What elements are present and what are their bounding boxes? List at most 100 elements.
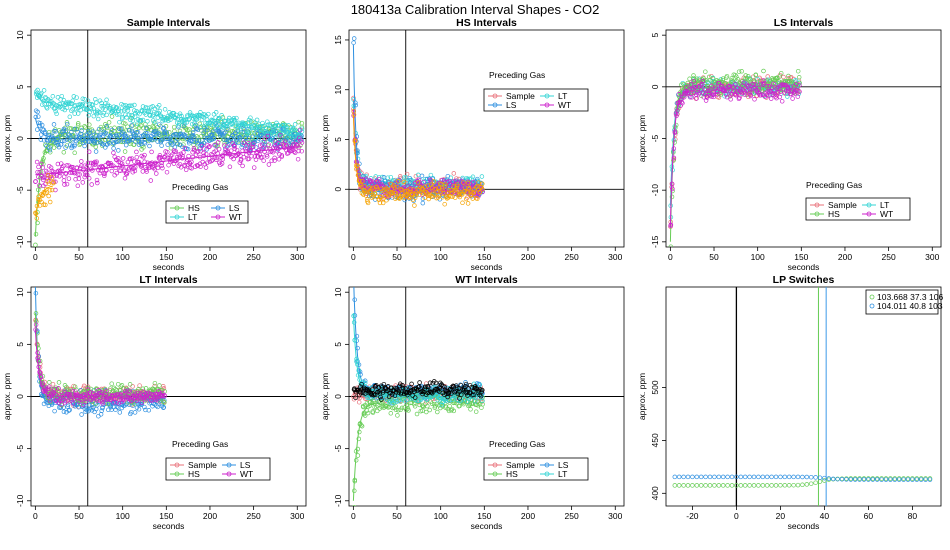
data-point [382, 178, 388, 184]
data-point [748, 77, 753, 82]
data-point [56, 380, 62, 385]
data-point [473, 409, 479, 414]
data-point [720, 87, 726, 93]
data-point [232, 146, 238, 152]
data-point [35, 209, 40, 215]
data-point [79, 128, 84, 133]
data-point [261, 134, 266, 139]
data-point [765, 93, 771, 99]
data-point [238, 130, 243, 135]
data-point [112, 392, 118, 398]
data-point [292, 122, 298, 127]
data-point [70, 401, 76, 406]
data-point [232, 144, 237, 149]
data-point [180, 144, 185, 150]
data-point [694, 76, 700, 82]
data-point [47, 138, 53, 143]
legend-key-marker [814, 211, 820, 217]
data-point [59, 402, 64, 407]
data-point [421, 179, 426, 185]
data-point [47, 145, 52, 150]
data-point [128, 165, 134, 170]
data-point [177, 128, 183, 134]
data-point [112, 125, 117, 131]
legend-key-marker [174, 462, 180, 468]
data-point [131, 395, 136, 401]
data-point [33, 114, 39, 120]
data-point [215, 140, 221, 145]
data-point [72, 150, 77, 156]
x-tick-label: 0 [351, 252, 356, 262]
data-point [190, 150, 195, 155]
data-point [299, 148, 304, 154]
y-tick-label: 0 [15, 136, 25, 141]
data-point [115, 392, 121, 398]
data-point [429, 193, 435, 199]
data-point [743, 73, 748, 78]
data-point [143, 390, 149, 396]
data-point [265, 122, 271, 127]
data-point [96, 133, 102, 139]
data-point [104, 168, 109, 173]
data-point [127, 397, 133, 402]
y-tick-label: 10 [15, 287, 25, 297]
data-point [398, 194, 404, 199]
data-point [41, 202, 46, 207]
data-point [139, 402, 145, 407]
data-point [209, 133, 214, 138]
data-point [53, 187, 58, 193]
data-point [111, 104, 117, 109]
data-point [266, 142, 271, 147]
data-point [82, 133, 87, 138]
data-point [169, 152, 175, 157]
data-point [197, 112, 202, 118]
data-point [214, 157, 219, 162]
data-point [448, 194, 454, 199]
data-point [46, 193, 51, 199]
data-point [35, 127, 40, 132]
data-point [62, 132, 68, 137]
panel-title: LT Intervals [139, 274, 197, 286]
data-point [58, 170, 63, 176]
data-point [242, 140, 247, 145]
data-point [198, 148, 203, 154]
data-point [731, 85, 736, 90]
data-point [99, 408, 104, 414]
data-point [114, 133, 120, 139]
data-point [723, 92, 729, 97]
data-point [117, 126, 122, 132]
data-point [216, 146, 222, 152]
data-point [165, 149, 170, 155]
data-point [130, 394, 135, 399]
data-point [103, 391, 108, 396]
data-point [87, 122, 92, 127]
data-point [84, 133, 90, 138]
data-point [193, 152, 199, 157]
data-point [121, 396, 126, 401]
data-point [103, 163, 108, 168]
data-point [96, 109, 102, 115]
data-point [111, 400, 116, 405]
data-point [365, 197, 370, 202]
data-point [36, 358, 41, 364]
data-point [436, 192, 441, 198]
data-point [95, 180, 100, 186]
data-point [272, 158, 277, 163]
data-point [64, 384, 69, 390]
data-point [241, 140, 247, 146]
data-point [59, 93, 65, 99]
data-point [262, 136, 268, 141]
data-point [35, 355, 40, 361]
data-point [688, 82, 694, 87]
data-point [142, 397, 147, 402]
data-point [45, 170, 50, 175]
data-point [358, 171, 363, 177]
data-point [48, 165, 54, 170]
data-point [729, 78, 734, 83]
data-point [414, 192, 419, 197]
data-point [65, 402, 71, 408]
data-point [216, 116, 222, 122]
data-point [109, 168, 115, 174]
